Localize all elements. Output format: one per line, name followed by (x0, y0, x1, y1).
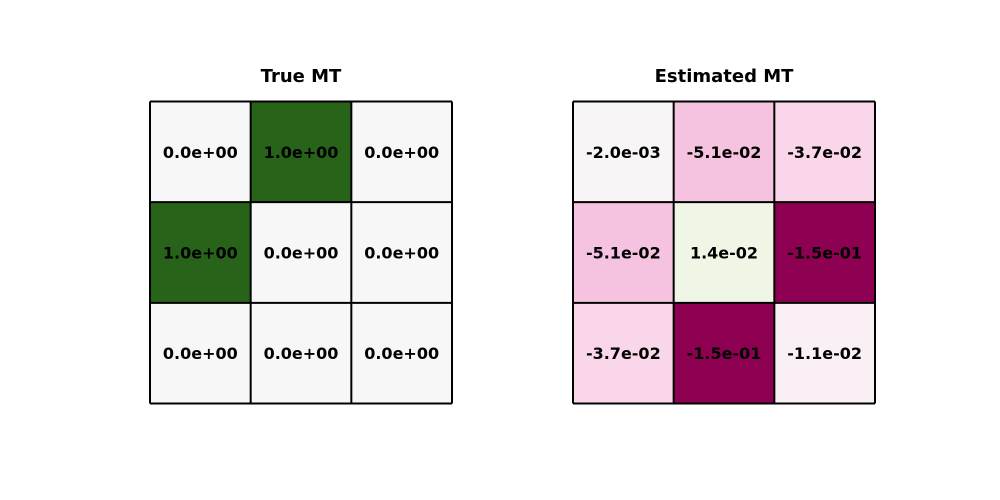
true-mt-cell-r2-c1 (250, 302, 352, 404)
estimated-mt-cell-label-r1-c2: -1.5e-01 (787, 244, 862, 263)
estimated-mt-cell-label-r1-c1: 1.4e-02 (690, 244, 758, 263)
estimated-mt-cell-r1-c2 (774, 202, 875, 303)
estimated-mt-cell-r1-c1 (673, 202, 775, 303)
estimated-mt-cell-label-r0-c1: -5.1e-02 (687, 143, 762, 162)
true-mt-cell-label-r0-c0: 0.0e+00 (163, 143, 238, 162)
true-mt-cell-r2-c0 (150, 302, 251, 404)
estimated-mt-cell-label-r2-c0: -3.7e-02 (586, 344, 661, 363)
true-mt-cell-label-r2-c2: 0.0e+00 (364, 344, 439, 363)
true-mt-cell-label-r2-c0: 0.0e+00 (163, 344, 238, 363)
true-mt-grid (149, 100, 453, 405)
true-mt-title: True MT (261, 66, 342, 87)
estimated-mt-cell-r2-c1 (673, 302, 775, 404)
true-mt-cell-label-r0-c2: 0.0e+00 (364, 143, 439, 162)
estimated-mt-cell-r1-c0 (573, 202, 674, 303)
estimated-mt-panel: Estimated MT -2.0e-03 -5.1e-02 -3.7e-02 -5.… (572, 66, 876, 405)
true-mt-cell-label-r0-c1: 1.0e+00 (264, 143, 339, 162)
true-mt-cell-r1-c1 (250, 202, 352, 303)
true-mt-cell-r1-c2 (351, 202, 452, 303)
estimated-mt-cell-label-r0-c0: -2.0e-03 (586, 143, 661, 162)
true-mt-panel: True MT 0.0e+00 1.0e+00 0.0e+001.0e+00 0.0e… (149, 66, 453, 405)
true-mt-cells: 0.0e+00 1.0e+00 0.0e+00 1.0e+00 0.0e+00 0.0e+… (150, 101, 452, 404)
estimated-mt-cell-r2-c2 (774, 302, 875, 404)
true-mt-cell-r1-c0 (150, 202, 251, 303)
true-mt-cell-r0-c0 (150, 101, 251, 203)
estimated-mt-cell-label-r2-c2: -1.1e-02 (787, 344, 862, 363)
true-mt-cell-r0-c2 (351, 101, 452, 203)
true-mt-cell-label-r1-c0: 1.0e+00 (163, 244, 238, 263)
estimated-mt-title: Estimated MT (655, 66, 795, 87)
estimated-mt-cell-r0-c2 (774, 101, 875, 203)
estimated-mt-cell-r0-c1 (673, 101, 775, 203)
estimated-mt-cell-label-r1-c0: -5.1e-02 (586, 244, 661, 263)
true-mt-cell-r0-c1 (250, 101, 352, 203)
estimated-mt-cells: -2.0e-03 -5.1e-02 -3.7e-02 -5.1e-02 1.4e-02 -… (573, 101, 875, 404)
true-mt-cell-label-r1-c1: 0.0e+00 (264, 244, 339, 263)
estimated-mt-cell-r2-c0 (573, 302, 674, 404)
estimated-mt-cell-label-r2-c1: -1.5e-01 (687, 344, 762, 363)
estimated-mt-grid (572, 100, 876, 405)
true-mt-cell-r2-c2 (351, 302, 452, 404)
true-mt-cell-label-r1-c2: 0.0e+00 (364, 244, 439, 263)
true-mt-cell-label-r2-c1: 0.0e+00 (264, 344, 339, 363)
estimated-mt-cell-label-r0-c2: -3.7e-02 (787, 143, 862, 162)
estimated-mt-cell-r0-c0 (573, 101, 674, 203)
